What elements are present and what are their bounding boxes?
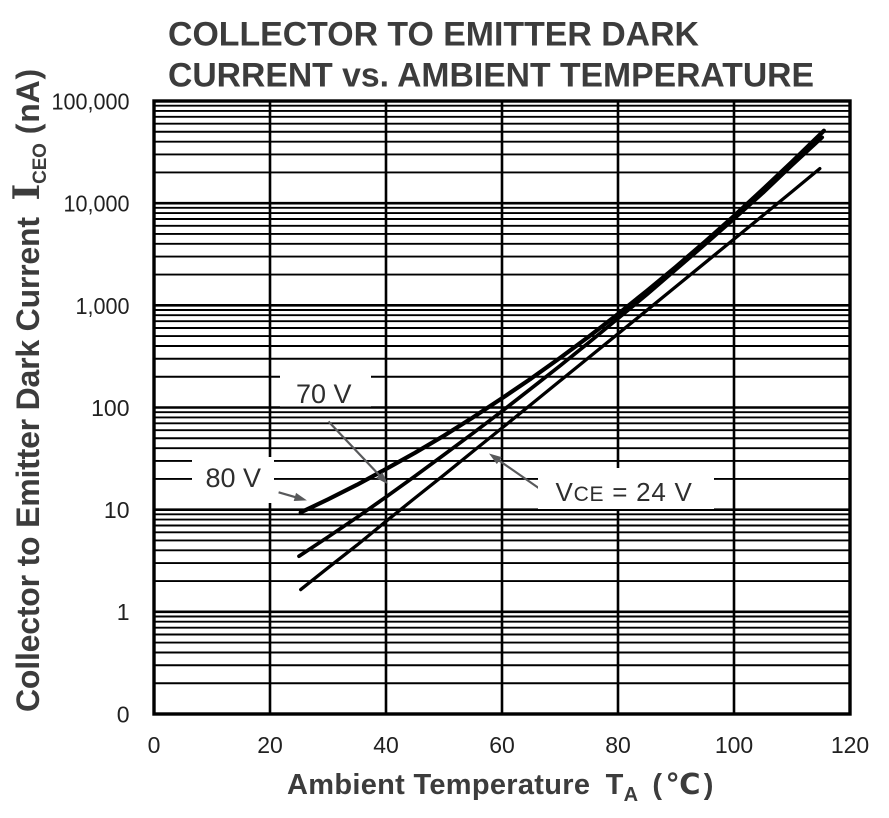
annotation-70v: 70 V [280,374,371,409]
y-tick-100000: 100,000 [52,89,130,115]
y-tick-labels: 100,000 10,000 1,000 100 10 1 0 [52,89,130,728]
y-axis-title-symbol-sub: CEO [30,143,51,184]
annotation-70v-box [280,374,371,407]
y-axis-title: Collector to Emitter Dark Current ICEO(n… [6,69,51,712]
annotation-arrow-head-1 [293,492,307,502]
annotation-vce24v-label: VCE = 24 V [556,477,693,507]
plot-border [152,99,852,716]
x-axis-title-symbol: T [606,769,624,801]
annotation-80v-box [192,457,274,503]
x-tick-120: 120 [831,732,869,758]
x-tick-100: 100 [715,732,753,758]
annotation-arrow-head-2 [489,453,502,465]
annotation-arrow-line-0 [327,420,382,478]
chart-title-line1: COLLECTOR TO EMITTER DARK [168,16,699,54]
y-tick-1000: 1,000 [76,293,130,319]
curve-80v [298,128,826,515]
y-tick-10000: 10,000 [64,191,130,217]
x-tick-20: 20 [257,732,283,758]
y-axis-title-main: Collector to Emitter Dark Current [10,217,46,712]
annotation-arrow-line-1 [278,491,298,499]
annotation-vce24v-box [538,468,714,509]
x-axis-title: Ambient Temperature TA(℃) [287,767,714,806]
y-tick-0: 0 [117,701,130,727]
annotation-70v-label: 70 V [296,379,352,409]
x-tick-40: 40 [373,732,399,758]
curve-vce24v [299,166,822,592]
celsius-unit: ℃ [665,767,700,801]
x-tick-0: 0 [148,732,161,758]
curve-70v [297,135,825,559]
annotation-vce24v: VCE = 24 V [538,468,714,509]
x-tick-labels: 0 20 40 60 80 100 120 [148,732,870,758]
x-tick-60: 60 [489,732,515,758]
annotation-80v: 80 V [192,457,274,503]
y-tick-100: 100 [91,395,129,421]
x-tick-80: 80 [605,732,631,758]
y-tick-10: 10 [104,497,130,523]
annotation-arrow-head-0 [376,472,388,485]
y-tick-1: 1 [117,599,130,625]
annotation-80v-label: 80 V [206,463,262,493]
chart-title-line2: CURRENT vs. AMBIENT TEMPERATURE [168,57,814,95]
curve-lines [297,128,826,592]
x-axis-title-symbol-sub: A [624,784,639,806]
y-axis-title-symbol: I [6,184,48,201]
x-axis-title-main: Ambient Temperature [287,769,590,801]
